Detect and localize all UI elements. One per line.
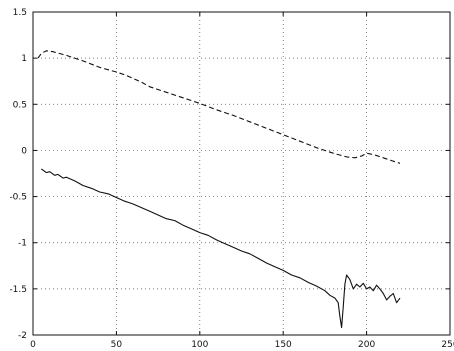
solid-series-line <box>40 168 401 329</box>
y-tick-label: -2 <box>18 331 27 341</box>
series-group <box>37 50 401 329</box>
dashed-series-line <box>37 50 401 164</box>
x-tick-label: 0 <box>30 340 36 350</box>
tick-marks <box>32 11 451 336</box>
y-tick-label: -0.5 <box>9 193 27 203</box>
y-tick-label: 1 <box>21 54 27 64</box>
y-tick-label: -1 <box>18 239 27 249</box>
x-tick-label: 200 <box>358 340 375 350</box>
x-tick-labels: 0 50 100 150 200 250 <box>30 340 454 350</box>
x-tick-label: 150 <box>275 340 292 350</box>
y-tick-label: 0.5 <box>13 100 27 110</box>
y-tick-label: 1.5 <box>13 8 27 18</box>
y-tick-label: -1.5 <box>9 285 27 295</box>
plot-area-frame <box>32 11 451 336</box>
y-tick-label: 0 <box>21 146 27 156</box>
x-tick-label: 250 <box>441 340 454 350</box>
x-tick-label: 50 <box>111 340 123 350</box>
y-tick-labels: -2 -1.5 -1 -0.5 0 0.5 1 1.5 <box>9 8 27 341</box>
grid-lines <box>33 12 450 335</box>
x-tick-label: 100 <box>191 340 208 350</box>
